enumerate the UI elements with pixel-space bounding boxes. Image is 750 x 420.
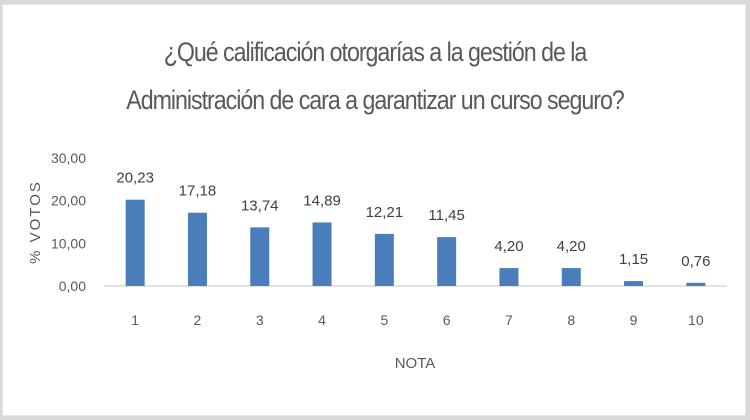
- data-label: 4,20: [494, 238, 523, 255]
- data-label: 17,18: [179, 183, 217, 200]
- x-tick-label: 7: [505, 312, 513, 328]
- chart-title: ¿Qué calificación otorgarías a la gestió…: [53, 28, 698, 124]
- chart-title-line-2: Administración de cara a garantizar un c…: [126, 85, 625, 115]
- data-label: 20,23: [116, 170, 154, 187]
- data-label: 0,76: [681, 253, 710, 270]
- data-label: 12,21: [366, 204, 404, 221]
- bar-5: [374, 233, 394, 286]
- x-tick-label: 6: [443, 312, 451, 328]
- data-label: 11,45: [428, 207, 464, 224]
- y-axis-ticks: 0,00 10,00 20,00 30,00: [51, 150, 86, 294]
- x-axis-label: NOTA: [395, 355, 436, 372]
- x-tick-label: 4: [318, 312, 326, 328]
- bar-4: [312, 222, 332, 286]
- bar-8: [561, 268, 581, 286]
- y-tick-label: 10,00: [51, 235, 86, 251]
- y-tick-label: 0,00: [59, 278, 86, 294]
- bars: 20,23 17,18 13,74 14,89 12,21 11,45 4,20 4,20 1,…: [116, 170, 710, 286]
- y-axis-label: % VOTOS: [27, 180, 44, 264]
- x-tick-label: 1: [131, 312, 139, 328]
- data-label: 4,20: [557, 238, 586, 255]
- data-label: 13,74: [241, 197, 279, 214]
- x-tick-label: 10: [688, 312, 704, 328]
- bar-1: [125, 199, 145, 286]
- y-tick-label: 20,00: [51, 193, 86, 209]
- bar-3: [250, 227, 270, 286]
- x-axis-ticks: 1 2 3 4 5 6 7 8 9 10: [131, 312, 704, 328]
- bar-9: [624, 281, 644, 286]
- chart-title-line-1: ¿Qué calificación otorgarías a la gestió…: [163, 37, 588, 67]
- x-tick-label: 8: [567, 312, 575, 328]
- x-tick-label: 2: [194, 312, 202, 328]
- data-label: 1,15: [619, 251, 648, 268]
- data-label: 14,89: [303, 192, 341, 209]
- bar-2: [187, 212, 207, 286]
- x-tick-label: 9: [630, 312, 638, 328]
- y-tick-label: 30,00: [51, 150, 86, 166]
- bar-10: [686, 282, 706, 286]
- x-tick-label: 5: [380, 312, 388, 328]
- bar-6: [437, 237, 457, 286]
- x-tick-label: 3: [256, 312, 264, 328]
- bar-7: [499, 268, 519, 286]
